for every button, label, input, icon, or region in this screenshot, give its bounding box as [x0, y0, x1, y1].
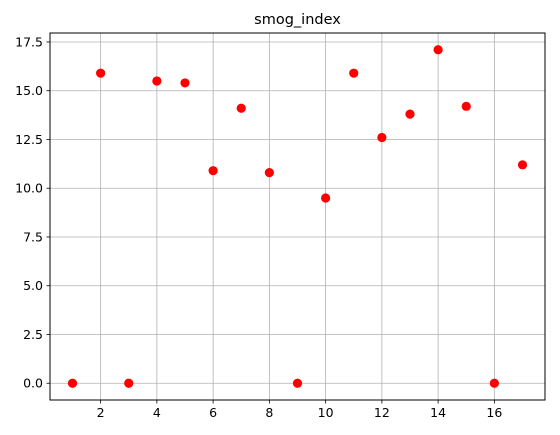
data-point — [152, 76, 162, 86]
data-point — [377, 132, 387, 143]
x-tick-label: 10 — [318, 405, 334, 420]
data-point — [489, 378, 499, 388]
data-point — [349, 68, 359, 78]
data-point — [321, 193, 331, 203]
x-tick-label: 12 — [374, 405, 390, 420]
y-tick-label: 5.0 — [23, 278, 43, 293]
y-tick-label: 12.5 — [15, 132, 43, 147]
data-point — [461, 101, 471, 111]
y-tick-label: 0.0 — [23, 376, 43, 391]
y-tick-label: 15.0 — [15, 83, 43, 98]
data-point — [517, 160, 528, 170]
data-point — [236, 103, 246, 113]
y-tick-label: 7.5 — [23, 229, 43, 244]
y-tick-label: 10.0 — [15, 181, 43, 196]
x-tick-label: 4 — [153, 405, 161, 420]
x-tick-label: 8 — [265, 405, 273, 420]
y-tick-label: 2.5 — [23, 327, 43, 342]
data-point — [180, 78, 190, 88]
plot-frame — [49, 32, 546, 401]
data-point — [433, 45, 443, 55]
chart-title: smog_index — [254, 12, 341, 28]
y-tick-label: 17.5 — [15, 34, 43, 49]
x-tick-label: 14 — [430, 405, 446, 420]
y-axis-ticks: 0.0 2.5 5.0 7.5 10.0 12.5 15.0 17.5 — [15, 34, 50, 391]
data-points — [67, 45, 528, 388]
x-tick-label: 16 — [486, 405, 502, 420]
data-point — [292, 378, 303, 388]
x-tick-label: 2 — [97, 405, 105, 420]
x-axis-ticks: 2 4 6 8 10 12 14 16 — [97, 400, 502, 420]
data-point — [264, 168, 274, 178]
data-point — [96, 68, 106, 78]
data-point — [208, 166, 218, 176]
data-point — [405, 109, 415, 119]
grid-lines — [50, 33, 545, 400]
data-point — [67, 378, 78, 388]
data-point — [124, 378, 134, 388]
x-tick-label: 6 — [209, 405, 217, 420]
